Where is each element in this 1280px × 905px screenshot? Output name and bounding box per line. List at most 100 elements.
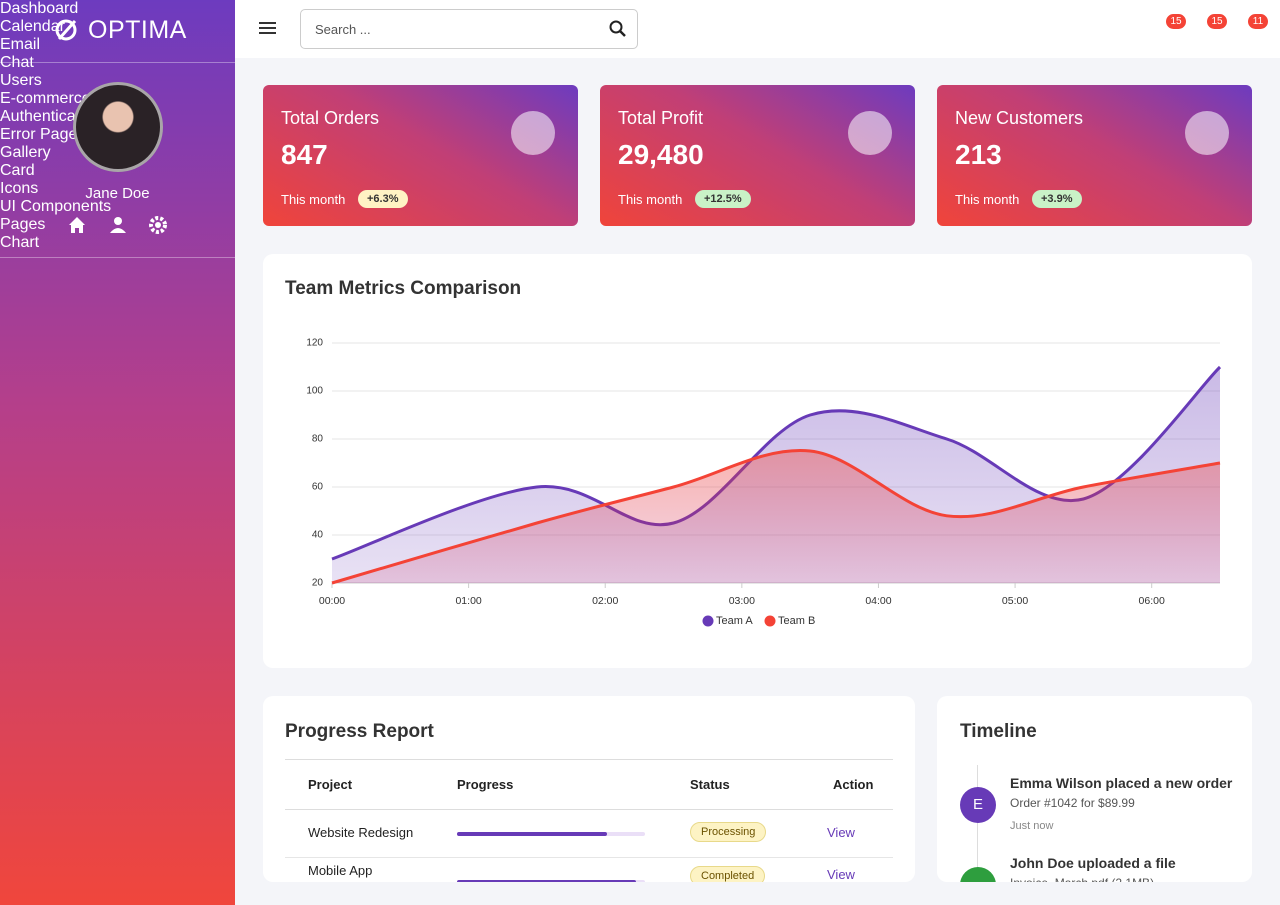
legend-label: Team B xyxy=(778,615,815,627)
legend-label: Team A xyxy=(716,615,753,627)
chart: Team Metrics Comparison 20 40 60 80 100 120 00… xyxy=(285,278,1222,627)
progress-bar xyxy=(457,832,608,836)
search-icon[interactable] xyxy=(609,20,627,38)
menu-label: Gallery xyxy=(0,144,51,161)
x-tick-label: 03:00 xyxy=(729,595,755,607)
menu-item[interactable]: Gallery xyxy=(0,144,235,162)
stat-change: +12.5% xyxy=(695,190,751,208)
x-tick-label: 06:00 xyxy=(1139,595,1165,607)
x-tick-label: 05:00 xyxy=(1002,595,1028,607)
timeline-title: John Doe uploaded a file xyxy=(1010,855,1176,871)
status-pill: Completed xyxy=(690,866,766,882)
avatar[interactable] xyxy=(73,82,163,172)
stat-period: This month xyxy=(281,192,346,207)
stat-value: 847 xyxy=(281,139,328,170)
search-placeholder: Search ... xyxy=(315,22,371,37)
y-tick-label: 100 xyxy=(306,386,323,397)
menu-label: Chart xyxy=(0,234,40,251)
timeline-title: Timeline xyxy=(960,721,1037,742)
user-actions xyxy=(69,216,167,234)
y-tick-label: 120 xyxy=(306,338,323,349)
column-header: Status xyxy=(690,777,730,792)
column-header: Progress xyxy=(457,777,514,792)
menu-item[interactable]: Calendar xyxy=(0,18,235,36)
home-icon[interactable] xyxy=(69,217,85,233)
series-area xyxy=(332,450,1220,583)
view-link[interactable]: View xyxy=(827,825,855,840)
menu-item[interactable]: Icons xyxy=(0,180,235,198)
view-link[interactable]: View xyxy=(827,867,855,882)
menu-label: Card xyxy=(0,162,35,179)
menu-item[interactable]: Pages xyxy=(0,216,235,234)
progress-track xyxy=(457,832,645,836)
table-rule xyxy=(285,857,893,858)
progress-bar xyxy=(457,880,636,882)
x-tick-label: 00:00 xyxy=(319,595,345,607)
badge: 15 xyxy=(1166,14,1186,29)
x-tick-label: 02:00 xyxy=(592,595,618,607)
menu-item[interactable]: E-commerce xyxy=(0,90,235,108)
progress-track xyxy=(457,880,645,882)
x-tick-label: 04:00 xyxy=(865,595,891,607)
chart-card: Team Metrics Comparison 20 40 60 80 100 120 00… xyxy=(263,254,1252,668)
badge: 11 xyxy=(1248,14,1268,29)
column-header: Project xyxy=(308,777,353,792)
brand-logo xyxy=(55,19,77,41)
progress-title: Progress Report xyxy=(285,721,434,742)
stat-card: New Customers 213 This month +3.9% xyxy=(937,85,1252,226)
stat-change: +3.9% xyxy=(1032,190,1082,208)
divider xyxy=(0,257,235,258)
stat-card: Total Orders 847 This month +6.3% xyxy=(263,85,578,226)
legend-swatch xyxy=(764,615,776,627)
chart-title: Team Metrics Comparison xyxy=(285,278,521,299)
menu-item[interactable]: Dashboard xyxy=(0,0,235,18)
stat-period: This month xyxy=(955,192,1020,207)
menu-label: E-commerce xyxy=(0,90,91,107)
menu-item[interactable]: Error Pages xyxy=(0,126,235,144)
progress-card: Progress Report Project Progress Status Act… xyxy=(263,696,915,882)
timeline-title: Emma Wilson placed a new order xyxy=(1010,775,1233,791)
stat-icon xyxy=(848,111,892,155)
brand: OPTIMA xyxy=(88,16,187,44)
menu-toggle[interactable] xyxy=(259,21,277,35)
stat-title: New Customers xyxy=(955,108,1084,128)
menu-item[interactable]: UI Components xyxy=(0,198,235,216)
stat-value: 213 xyxy=(955,139,1002,170)
status-pill: Processing xyxy=(690,822,767,842)
timeline-time: Just now xyxy=(1010,820,1054,832)
menu-label: Calendar xyxy=(0,18,65,35)
stat-icon xyxy=(1185,111,1229,155)
timeline-detail: Order #1042 for $89.99 xyxy=(1010,796,1135,810)
menu-label: Users xyxy=(0,72,42,89)
menu-item[interactable]: Chat xyxy=(0,54,235,72)
menu-item[interactable]: Chart xyxy=(0,234,235,252)
stat-value: 29,480 xyxy=(618,139,704,170)
stat-title: Total Profit xyxy=(618,108,704,128)
project-name: Website Redesign xyxy=(308,825,414,840)
menu-item[interactable]: Users xyxy=(0,72,235,90)
menu-label: Error Pages xyxy=(0,126,86,143)
sidebar: OPTIMA Jane Doe Dashboard Calendar Email Ch… xyxy=(0,0,235,905)
profile-icon[interactable] xyxy=(114,217,122,225)
table-rule xyxy=(285,809,893,810)
topbar: Search ... 15 15 11 xyxy=(235,0,1280,58)
timeline-card: Timeline E Emma Wilson placed a new order… xyxy=(937,696,1252,882)
menu: Dashboard Calendar Email Chat Users E-commerc… xyxy=(0,0,235,252)
timeline-line xyxy=(977,765,978,882)
menu-label: Chat xyxy=(0,54,34,71)
menu-item[interactable]: Card xyxy=(0,162,235,180)
settings-icon[interactable] xyxy=(149,216,167,234)
y-tick-label: 20 xyxy=(312,578,324,589)
menu-item[interactable]: Email xyxy=(0,36,235,54)
stat-change: +6.3% xyxy=(358,190,408,208)
search-box[interactable]: Search ... xyxy=(300,9,638,49)
badge: 15 xyxy=(1207,14,1227,29)
y-tick-label: 80 xyxy=(312,434,324,445)
y-tick-label: 40 xyxy=(312,530,324,541)
menu-label: Pages xyxy=(0,216,46,233)
legend-swatch xyxy=(702,615,714,627)
series-line xyxy=(331,448,1221,585)
user-name: Jane Doe xyxy=(85,185,150,202)
column-header: Action xyxy=(833,777,874,792)
